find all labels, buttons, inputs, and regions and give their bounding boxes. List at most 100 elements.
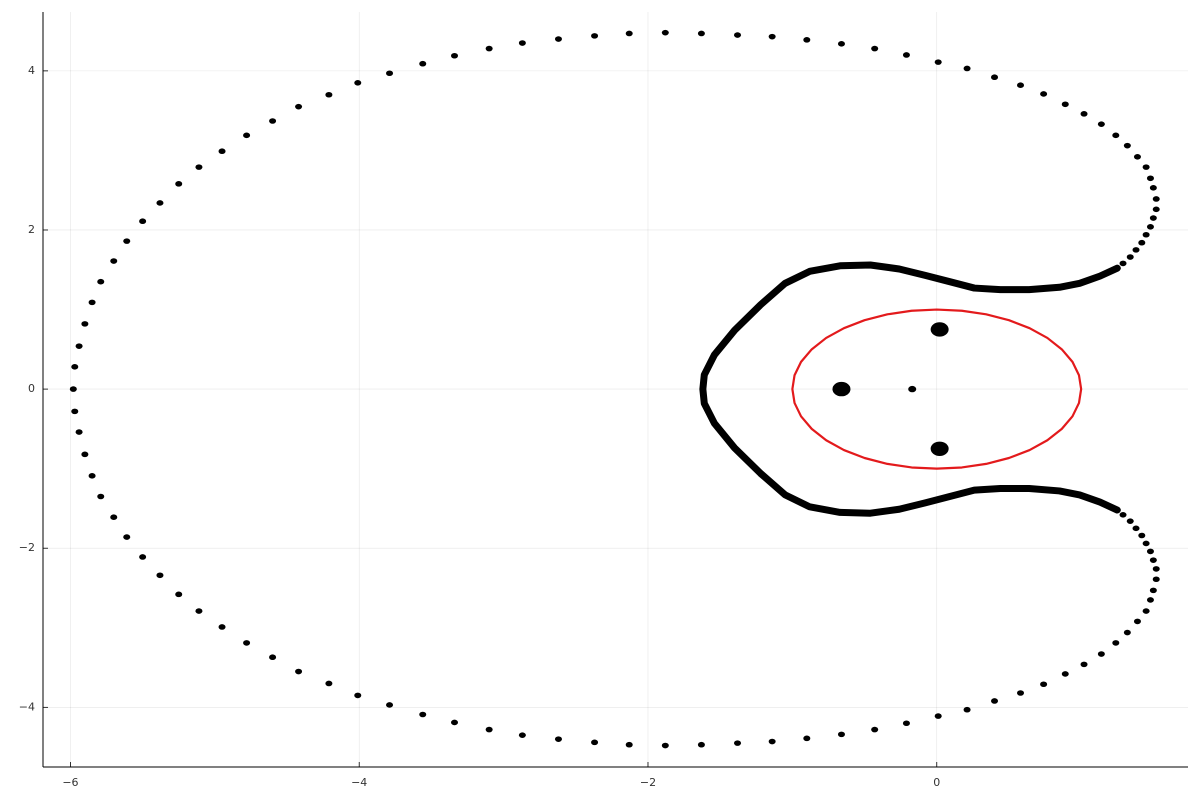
- point: [991, 74, 999, 81]
- point: [1080, 111, 1088, 117]
- y-tick-label: −4: [19, 700, 35, 713]
- x-tick-label: −2: [640, 776, 656, 789]
- point: [554, 36, 562, 42]
- point: [97, 493, 105, 500]
- point: [554, 736, 562, 742]
- point: [734, 740, 742, 746]
- point: [123, 534, 131, 540]
- point: [1142, 231, 1150, 238]
- point: [71, 364, 79, 370]
- point: [871, 45, 879, 52]
- point: [1142, 540, 1150, 547]
- point: [803, 37, 811, 43]
- point: [1152, 576, 1160, 583]
- point: [991, 698, 999, 704]
- point: [837, 41, 845, 47]
- point: [591, 739, 599, 746]
- point: [269, 654, 277, 661]
- curve: [699, 261, 1121, 517]
- point: [88, 299, 96, 306]
- point: [243, 132, 251, 139]
- point: [697, 30, 705, 37]
- point: [934, 713, 942, 719]
- point: [1061, 101, 1069, 108]
- point: [1146, 597, 1154, 603]
- point: [1138, 532, 1146, 539]
- point: [625, 741, 633, 748]
- point: [1132, 247, 1140, 253]
- point: [139, 554, 147, 560]
- point: [1112, 640, 1120, 646]
- point: [837, 731, 845, 738]
- y-tick-label: 4: [28, 64, 35, 77]
- point: [419, 60, 427, 67]
- curve: [791, 308, 1083, 470]
- point: [963, 706, 971, 713]
- point: [325, 91, 333, 98]
- y-tick-label: 2: [28, 223, 35, 236]
- point: [768, 33, 776, 40]
- point: [139, 218, 147, 225]
- point: [71, 408, 79, 415]
- point: [1149, 587, 1157, 594]
- point: [803, 735, 811, 742]
- point: [325, 680, 333, 687]
- point: [1142, 608, 1150, 614]
- point: [81, 451, 89, 458]
- point: [734, 32, 742, 38]
- point: [386, 70, 394, 77]
- point: [110, 258, 118, 264]
- point: [1112, 132, 1120, 139]
- point: [1133, 153, 1141, 160]
- point: [419, 711, 427, 718]
- point: [75, 429, 83, 435]
- point: [1133, 618, 1141, 625]
- point: [1138, 239, 1146, 246]
- point: [243, 640, 251, 646]
- point: [1152, 566, 1160, 572]
- point: [1152, 206, 1160, 213]
- point: [963, 65, 971, 72]
- point: [934, 59, 942, 65]
- point: [1132, 525, 1140, 532]
- point: [295, 668, 303, 675]
- point: [354, 80, 362, 86]
- x-tick-label: 0: [933, 776, 940, 789]
- y-tick-label: −2: [19, 541, 35, 554]
- point: [1123, 142, 1131, 149]
- point: [218, 148, 226, 155]
- point: [1097, 651, 1105, 657]
- point: [661, 29, 669, 36]
- point: [1149, 185, 1157, 191]
- x-tick-label: −4: [351, 776, 367, 789]
- point: [1040, 91, 1048, 97]
- point: [175, 591, 183, 598]
- point: [451, 52, 459, 59]
- point: [123, 238, 131, 244]
- point: [1119, 512, 1127, 518]
- point: [1080, 661, 1088, 668]
- y-tick-label: 0: [28, 382, 35, 395]
- point: [1149, 215, 1157, 221]
- point: [518, 732, 526, 738]
- point: [156, 572, 164, 579]
- point: [269, 118, 277, 124]
- point: [175, 181, 183, 187]
- point: [485, 45, 493, 52]
- point: [908, 385, 917, 393]
- point: [661, 742, 669, 749]
- point: [485, 726, 493, 733]
- point: [1123, 629, 1131, 636]
- point: [354, 692, 362, 699]
- point: [1040, 681, 1048, 688]
- point: [1126, 518, 1134, 524]
- point: [75, 343, 83, 349]
- point: [195, 608, 203, 614]
- point: [69, 386, 77, 392]
- point: [832, 381, 851, 397]
- point: [697, 741, 705, 748]
- point: [1146, 548, 1154, 555]
- point: [930, 322, 949, 337]
- point: [768, 738, 776, 745]
